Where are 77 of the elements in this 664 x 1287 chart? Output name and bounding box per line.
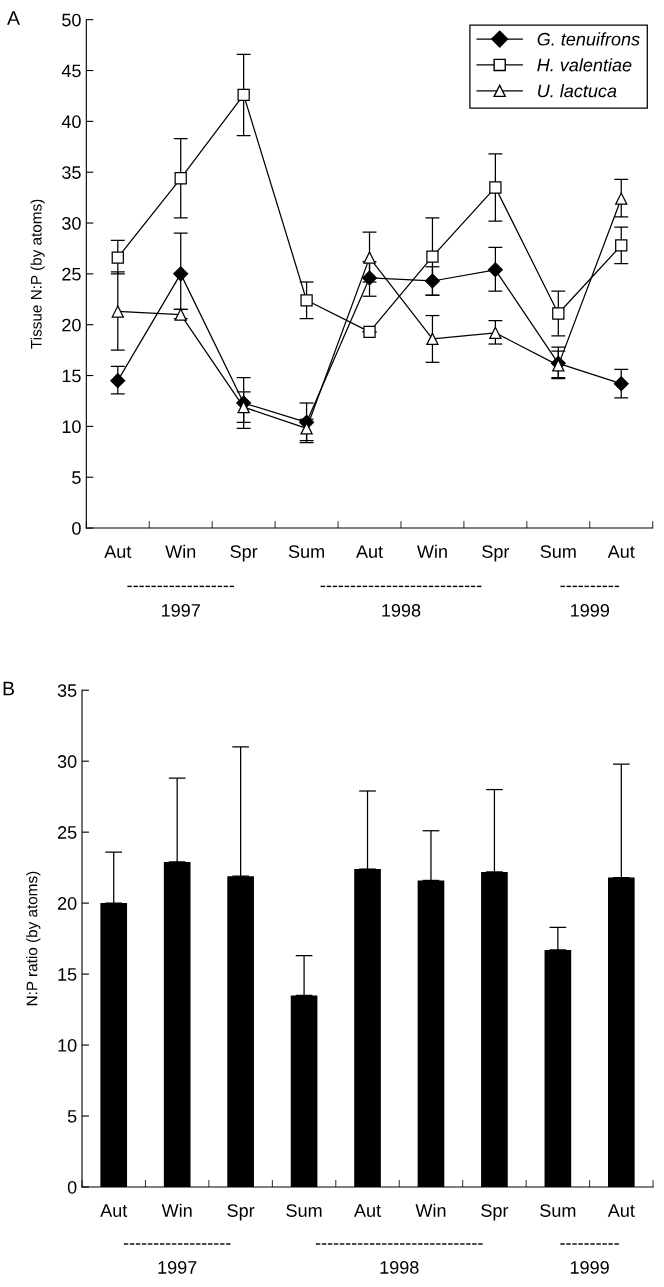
text: 1998	[382, 604, 421, 617]
point	[552, 359, 565, 372]
y-tick-label: 5	[72, 471, 81, 484]
legend-label: G. tenuifrons	[537, 32, 640, 46]
point	[613, 376, 629, 392]
y-tick-label: 50	[62, 13, 81, 27]
y-tick-label: 0	[72, 521, 81, 535]
text: ----------	[560, 1243, 619, 1245]
chart-title: A	[7, 11, 20, 25]
x-tick-label: Sum	[288, 545, 324, 558]
x-tick-label: Aut	[100, 1204, 128, 1217]
x-tick-label: Sum	[540, 1204, 576, 1217]
x-tick-label: Win	[416, 544, 447, 558]
y-axis-title: N:P ratio (by atoms)	[26, 871, 41, 1006]
point	[363, 251, 376, 264]
point	[237, 88, 250, 102]
text: ------------------	[127, 585, 235, 588]
x-tick-label: Sum	[540, 545, 576, 558]
x-tick-label: Aut	[607, 545, 635, 558]
legend-label: U. lactuca	[538, 84, 617, 98]
chart-title: B	[3, 681, 14, 696]
point	[111, 251, 124, 264]
y-tick-label: 20	[62, 318, 81, 332]
point	[489, 326, 502, 340]
text: ------------------	[123, 1243, 231, 1245]
text: 1997	[162, 604, 200, 617]
point	[552, 307, 565, 320]
y-tick-label: 30	[57, 755, 77, 768]
y-tick-label: 15	[58, 968, 77, 981]
text: 1999	[570, 1261, 609, 1274]
y-axis-title: Tissue N:P (by atoms)	[30, 199, 45, 349]
x-tick-label: Win	[165, 544, 196, 558]
legend-label: H. valentiae	[537, 58, 632, 72]
point	[111, 305, 124, 318]
text: 1997	[158, 1261, 197, 1274]
y-tick-label: 25	[62, 267, 81, 281]
y-tick-label: 0	[67, 1180, 77, 1194]
point	[424, 273, 440, 289]
point	[300, 294, 313, 307]
point	[615, 192, 628, 205]
x-tick-label: Aut	[354, 1204, 381, 1217]
x-tick-label: Aut	[104, 545, 132, 558]
x-tick-label: Win	[415, 1203, 446, 1217]
y-tick-label: 25	[57, 826, 77, 839]
y-tick-label: 5	[67, 1110, 77, 1123]
x-tick-label: Spr	[482, 545, 510, 562]
point	[426, 250, 439, 263]
point	[487, 262, 503, 278]
text: 1999	[571, 604, 610, 617]
point	[173, 266, 189, 282]
point	[174, 172, 187, 185]
y-tick-label: 35	[57, 684, 77, 697]
x-tick-label: Spr	[227, 1204, 255, 1221]
x-tick-label: Spr	[481, 1204, 509, 1221]
point	[489, 181, 502, 194]
x-tick-label: Win	[161, 1203, 192, 1217]
x-tick-label: Aut	[356, 545, 383, 558]
y-tick-label: 45	[61, 64, 81, 78]
y-tick-label: 10	[58, 1039, 77, 1052]
y-tick-label: 10	[62, 420, 81, 434]
text: 1998	[380, 1261, 419, 1274]
point	[110, 373, 126, 389]
x-tick-label: Spr	[230, 545, 258, 562]
y-tick-label: 20	[57, 897, 77, 910]
y-tick-label: 40	[61, 115, 81, 129]
point	[362, 270, 378, 286]
point	[615, 239, 628, 252]
text: ----------	[560, 585, 620, 588]
y-tick-label: 15	[62, 369, 81, 383]
text: ----------------------------	[315, 1243, 483, 1245]
x-tick-label: Sum	[286, 1204, 322, 1217]
text: ---------------------------	[320, 585, 482, 588]
point	[426, 332, 439, 346]
y-tick-label: 35	[62, 166, 81, 179]
point	[363, 325, 376, 339]
y-tick-label: 30	[62, 216, 81, 230]
x-tick-label: Aut	[607, 1204, 635, 1217]
